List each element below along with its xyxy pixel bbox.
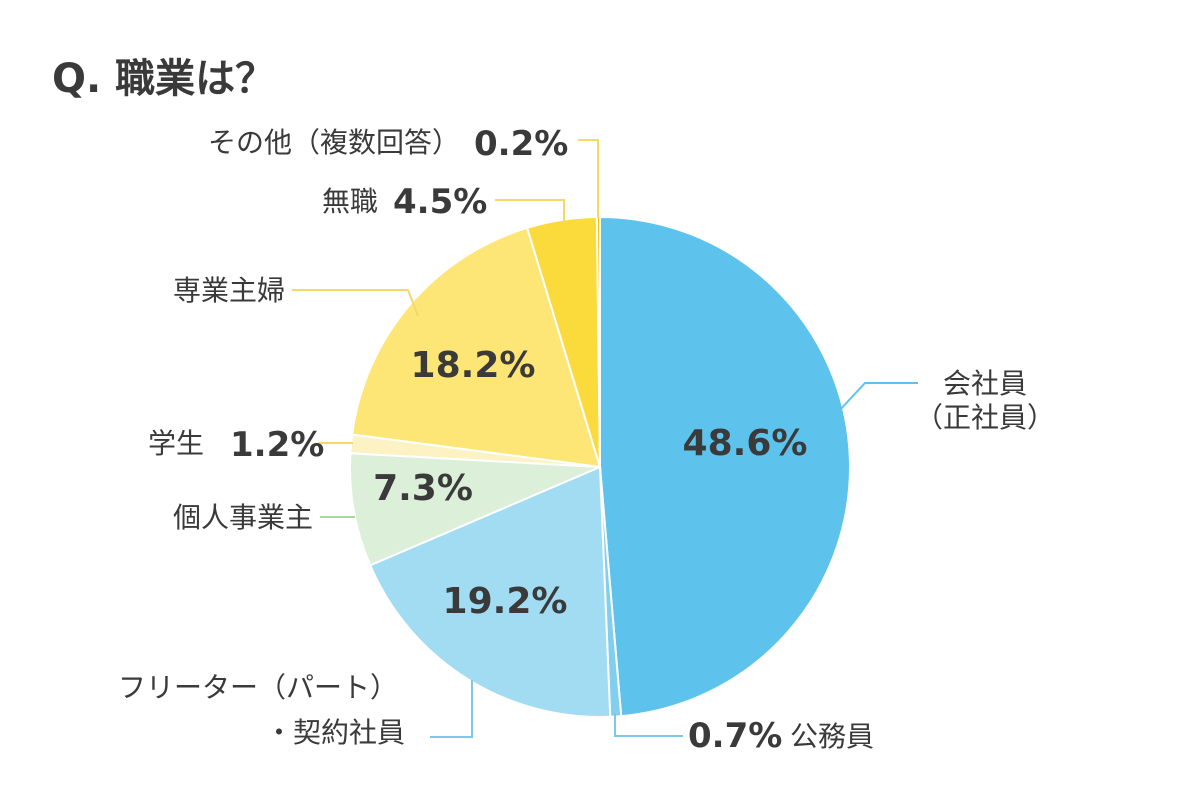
slice-value-label: 19.2% bbox=[443, 581, 568, 622]
leader-line bbox=[292, 289, 419, 317]
leader-line bbox=[614, 713, 683, 737]
slice-name-label: フリーター（パート） bbox=[118, 671, 398, 704]
slice-name-label: その他（複数回答） bbox=[208, 126, 460, 159]
slice-name-label: 会社員 bbox=[943, 367, 1027, 400]
leader-lines bbox=[292, 139, 918, 738]
pie-slice bbox=[599, 215, 851, 718]
slice-name-label: 無職 bbox=[322, 185, 378, 218]
leader-line bbox=[578, 139, 599, 218]
slice-name-label: 個人事業主 bbox=[173, 501, 313, 534]
slice-value-label: 4.5% bbox=[393, 182, 487, 222]
leader-line bbox=[430, 680, 473, 738]
leader-line bbox=[495, 199, 565, 223]
pie-slices bbox=[349, 215, 851, 718]
slice-value-label: 18.2% bbox=[411, 345, 536, 386]
slice-name-label: （正社員） bbox=[915, 401, 1055, 434]
pie-slice bbox=[351, 226, 602, 469]
slice-value-label: 1.2% bbox=[230, 425, 324, 465]
pie-slice bbox=[368, 465, 612, 718]
slice-name-label: 学生 bbox=[148, 427, 204, 460]
slice-value-label: 48.6% bbox=[683, 423, 808, 464]
slice-value-label: 0.2% bbox=[474, 124, 568, 164]
chart-title: Q. 職業は？ bbox=[52, 56, 275, 102]
slice-value-label: 7.3% bbox=[373, 468, 473, 509]
slice-name-label: 公務員 bbox=[790, 720, 874, 753]
pie-slice bbox=[349, 452, 601, 567]
leader-line bbox=[837, 382, 918, 413]
slice-value-label: 0.7% bbox=[688, 716, 782, 756]
slice-name-label: ・契約社員 bbox=[265, 716, 405, 749]
slice-name-label: 専業主婦 bbox=[173, 274, 285, 307]
